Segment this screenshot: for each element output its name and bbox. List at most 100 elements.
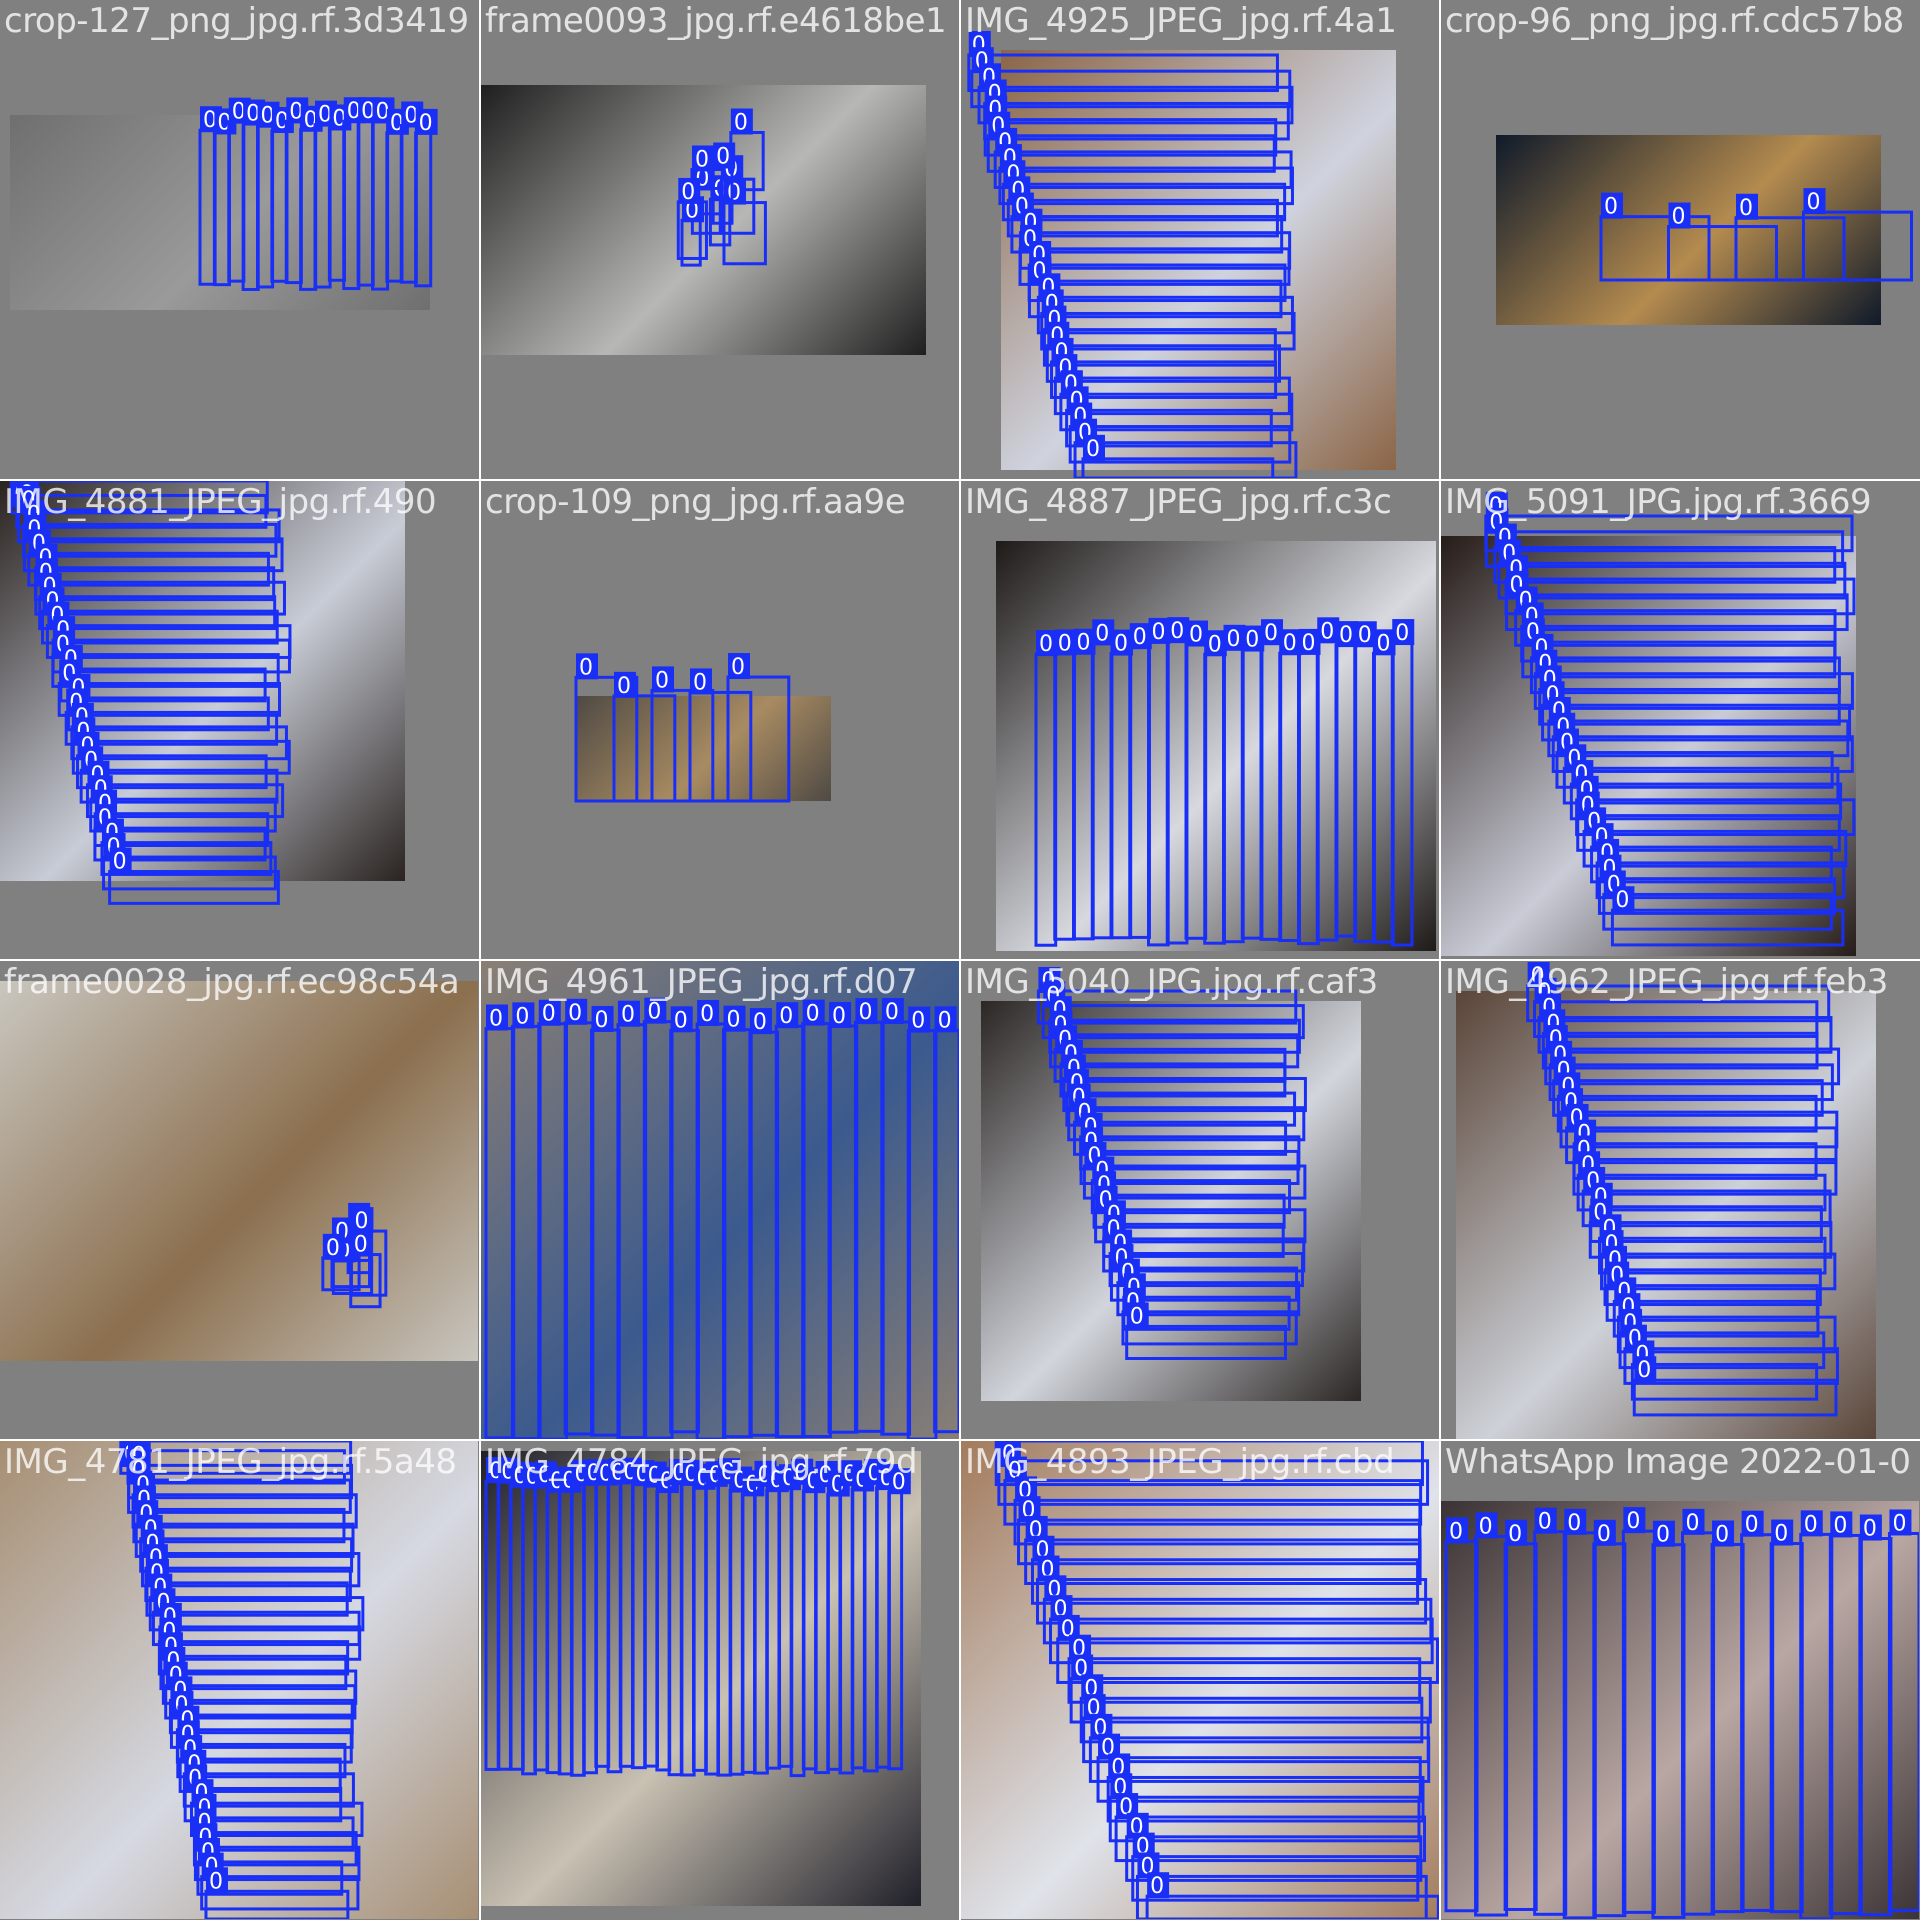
bounding-box [994,1441,1424,1487]
bounding-box [1555,751,1834,789]
bounding-box [1541,703,1852,742]
bounding-box [1632,1378,1838,1417]
class-label: 0 [681,180,695,205]
class-label-bg [205,1867,228,1894]
class-label: 0 [326,1236,340,1261]
class-label-bg [1110,1773,1133,1800]
photo-region [1441,536,1856,956]
bounding-box [1504,577,1856,616]
class-label-bg [565,998,588,1025]
image-tile: 0 0 0 0 0 0 0 0 0 0 0 0 0 0 0 0 0 0 0 0 0 0 0 0 0 0 IMG_5091_JPG.j… [1441,481,1919,959]
bounding-box [1520,624,1837,663]
class-label-bg [723,178,746,205]
bounding-box [1575,798,1856,837]
bounding-box [1065,408,1273,448]
class-label: 0 [806,1002,820,1027]
bounding-box [1484,514,1854,553]
bounding-box [1581,1189,1832,1228]
class-label: 0 [858,1000,872,1025]
class-label-bg [1186,620,1208,647]
bounding-box [148,1596,365,1632]
bounding-box [1497,561,1847,600]
class-label: 0 [1245,628,1259,653]
photo-region [0,981,478,1361]
class-label-bg [723,1005,746,1032]
class-label: 0 [621,1003,635,1028]
class-label-bg [730,108,753,135]
bounding-box [193,1845,361,1882]
bounding-box [1059,392,1294,432]
bounding-box [1040,311,1296,351]
class-label: 0 [404,104,418,129]
bounding-box [1599,215,1711,282]
class-label: 0 [347,99,361,124]
image-tile: 00000000000000000000000000000000IMG_4781… [0,1441,478,1919]
class-label-bg [1137,1852,1160,1879]
class-label: 0 [1150,1874,1164,1899]
bounding-box [1681,1531,1716,1916]
bounding-box [1131,1855,1420,1902]
class-label: 0 [419,111,433,136]
bounding-box [385,131,404,283]
class-label: 0 [1567,1511,1581,1536]
bounding-box [284,119,303,285]
class-label: 0 [1715,1522,1729,1547]
bounding-box [1621,1529,1656,1914]
bounding-box [51,653,280,688]
bounding-box [164,1684,357,1720]
class-label: 0 [595,1008,609,1033]
bounding-box [270,129,289,283]
class-label-bg [802,999,825,1026]
bounding-box [1630,1362,1819,1401]
bounding-box [1069,1677,1432,1724]
class-label-bg [1652,1520,1675,1547]
class-label: 0 [1739,196,1753,221]
class-label: 0 [1863,1517,1877,1542]
bounding-box [1572,1142,1818,1180]
class-label-bg [1092,619,1115,646]
class-label-bg [1736,193,1758,220]
bounding-box [1125,1324,1287,1360]
class-label-bg [1050,1595,1073,1622]
bounding-box [1710,1542,1745,1914]
bounding-box [1562,1531,1597,1919]
class-label: 0 [1133,625,1147,650]
bounding-box [1651,1543,1686,1919]
class-label-bg [1090,1713,1113,1740]
bounding-box [616,1023,648,1439]
bounding-box [1556,1094,1818,1133]
bounding-box [774,1024,806,1439]
class-label-bg [1126,1812,1149,1839]
bounding-box [1828,1533,1863,1916]
bounding-box [650,688,715,803]
class-label-bg [1803,188,1826,215]
bounding-box [1003,1479,1423,1526]
bounding-box [853,1020,885,1433]
class-label: 0 [1058,631,1072,656]
bounding-box [1544,1047,1841,1086]
photo-region [1496,135,1881,325]
image-tile: 000000frame0028_jpg.rf.ec98c54a [0,961,478,1439]
class-label: 0 [568,1001,582,1026]
grid-divider-vertical [1439,0,1441,1920]
photo-region [1441,1501,1919,1919]
class-label-bg [617,1000,640,1027]
bounding-box [342,119,361,291]
class-label: 0 [1686,1511,1700,1536]
class-label: 0 [1604,195,1618,220]
class-label-bg [1037,1555,1060,1582]
bounding-box [1602,892,1833,931]
bounding-box [983,118,1278,157]
bounding-box [1569,782,1843,821]
class-label: 0 [1189,623,1203,648]
bounding-box [688,690,753,803]
class-label-bg [1682,1508,1705,1535]
class-label-bg [351,1207,374,1234]
bounding-box [1565,1126,1838,1165]
class-label: 0 [1892,1511,1906,1536]
bounding-box [1533,672,1854,710]
class-label: 0 [1302,631,1316,656]
